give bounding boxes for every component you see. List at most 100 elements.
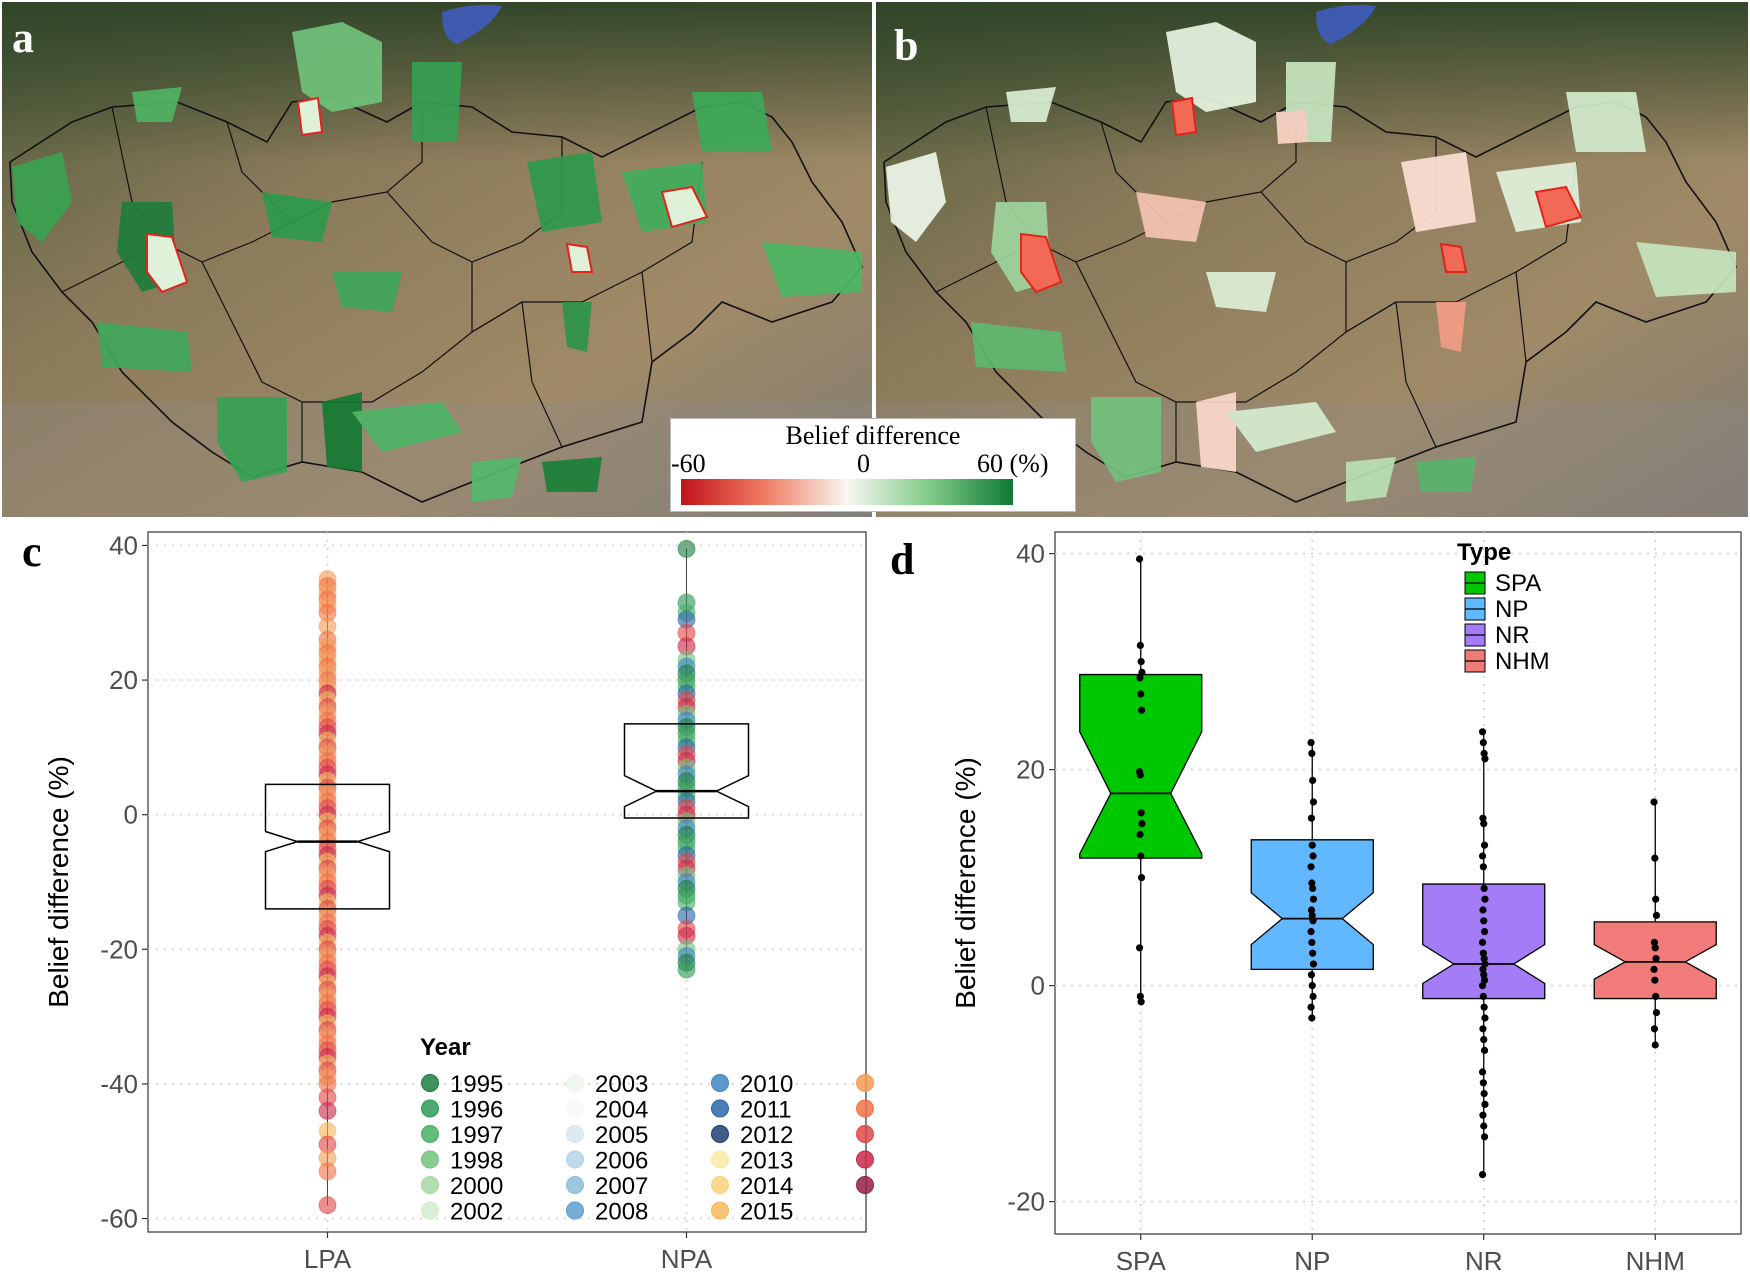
- map-legend-max-label: 60 (%): [977, 449, 1049, 478]
- data-point: [318, 1196, 337, 1215]
- data-point: [677, 960, 696, 979]
- data-point: [1480, 884, 1488, 892]
- legend-label: 2014: [740, 1173, 793, 1200]
- data-point: [1308, 911, 1316, 919]
- map-a-lake: [442, 4, 502, 44]
- y-tick-label: -60: [100, 1204, 138, 1234]
- y-tick-label: 40: [1016, 539, 1045, 569]
- y-tick-label: -40: [100, 1069, 138, 1099]
- data-point: [1309, 852, 1317, 860]
- y-tick-label: 20: [1016, 755, 1045, 785]
- legend-swatch: [711, 1099, 729, 1118]
- data-point: [1478, 938, 1487, 946]
- legend-label: 1995: [450, 1071, 503, 1098]
- y-tick-label: 40: [109, 530, 138, 560]
- legend-swatch: [856, 1176, 874, 1194]
- data-point: [1652, 955, 1660, 963]
- legend-label: 2005: [595, 1122, 648, 1149]
- box-npa: [623, 723, 750, 819]
- legend-label: 2008: [595, 1199, 648, 1226]
- legend-swatch: [566, 1074, 584, 1092]
- data-point: [1138, 668, 1146, 676]
- data-point: [1480, 1003, 1488, 1011]
- data-point: [1478, 1068, 1487, 1076]
- legend-label: 2010: [740, 1071, 793, 1098]
- legend-swatch: [566, 1150, 584, 1169]
- legend-swatch: [421, 1125, 439, 1143]
- x-tick-label: NP: [1294, 1246, 1330, 1276]
- data-point: [1309, 917, 1317, 925]
- y-tick-label: 20: [109, 665, 138, 695]
- data-point: [1137, 998, 1145, 1006]
- data-point: [1308, 1014, 1316, 1022]
- data-point: [1137, 658, 1145, 666]
- legend-label: 2007: [595, 1173, 648, 1200]
- data-point: [1479, 906, 1487, 914]
- y-tick-label: 0: [124, 800, 138, 830]
- data-point: [1481, 960, 1489, 968]
- data-point: [1136, 641, 1144, 649]
- data-point: [1136, 830, 1144, 838]
- data-point: [1479, 949, 1487, 957]
- legend-label: 2000: [450, 1173, 503, 1200]
- y-tick-label: -20: [1007, 1187, 1045, 1217]
- legend-swatch: [856, 1150, 874, 1169]
- data-point: [1478, 852, 1487, 860]
- legend-swatch: [421, 1099, 439, 1118]
- data-point: [1480, 749, 1488, 757]
- plot-area: [147, 531, 867, 1233]
- data-point: [1480, 1046, 1489, 1054]
- legend-label: 2006: [595, 1148, 648, 1175]
- x-tick-label: NR: [1465, 1246, 1503, 1276]
- data-point: [1651, 976, 1659, 984]
- legend-swatch: [566, 1201, 584, 1220]
- data-point: [1651, 854, 1659, 862]
- data-point: [1652, 992, 1660, 1000]
- panel-letter-d: d: [890, 535, 915, 584]
- map-a-image: [2, 2, 872, 517]
- data-point: [1652, 895, 1660, 903]
- data-point: [1479, 965, 1487, 973]
- legend-label: 1996: [450, 1097, 503, 1124]
- y-tick-label: 0: [1031, 971, 1045, 1001]
- data-point: [1309, 776, 1317, 784]
- data-point: [1479, 863, 1487, 871]
- legend-label: NR: [1495, 622, 1530, 649]
- map-b-red-outlined-areas: [1020, 96, 1583, 294]
- data-point: [1481, 755, 1489, 763]
- data-point: [1480, 841, 1489, 849]
- data-point: [1480, 976, 1489, 984]
- data-point: [1308, 938, 1316, 946]
- data-point: [1479, 1025, 1487, 1033]
- data-point: [1480, 955, 1488, 963]
- data-point: [1307, 928, 1315, 936]
- data-point: [1309, 949, 1317, 957]
- map-legend-colorbar: [681, 479, 1013, 505]
- data-point: [1480, 917, 1488, 925]
- legend-label: 2015: [740, 1199, 793, 1226]
- map-legend-mid-label: 0: [857, 449, 870, 478]
- legend-label: 1998: [450, 1148, 503, 1175]
- map-a-red-outlined-areas: [146, 96, 709, 294]
- legend-swatch: [566, 1176, 584, 1194]
- legend-title: Year: [420, 1034, 471, 1061]
- legend-swatch: [711, 1150, 729, 1169]
- data-point: [1308, 841, 1316, 849]
- legend-label: 2011: [740, 1097, 792, 1124]
- data-point: [1137, 874, 1146, 882]
- legend-swatch: [711, 1125, 729, 1143]
- legend-swatch: [421, 1201, 439, 1220]
- map-b-protected-areas: [886, 22, 1736, 502]
- data-point: [1478, 1171, 1487, 1179]
- data-point: [1479, 739, 1487, 747]
- data-point: [1137, 852, 1145, 860]
- data-point: [1309, 895, 1318, 903]
- data-point: [1307, 906, 1316, 914]
- data-point: [1137, 690, 1145, 698]
- panel-letter-c: c: [22, 527, 42, 576]
- legend-label: 1997: [450, 1122, 503, 1149]
- data-point: [1651, 1041, 1659, 1049]
- data-point: [1479, 992, 1487, 1000]
- data-point: [318, 1162, 337, 1181]
- legend-swatch: [421, 1176, 439, 1194]
